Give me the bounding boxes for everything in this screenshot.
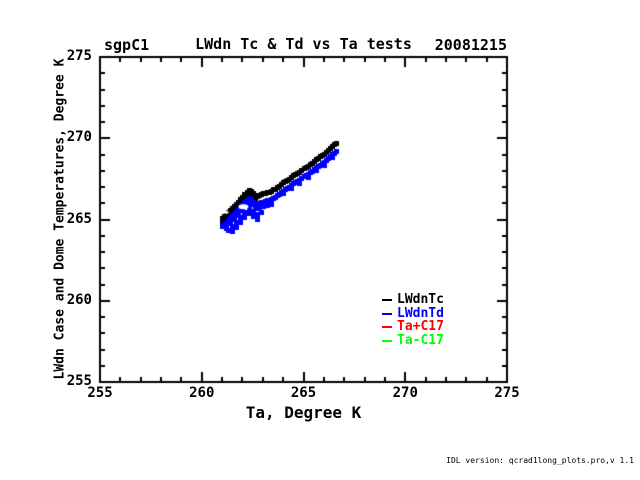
legend-label: LWdnTc	[397, 292, 444, 307]
x-tick-label: 260	[189, 385, 215, 401]
x-tick-label: 255	[87, 385, 113, 401]
footer-left: Wed Dec 17 08:17:46 2008 Battelle Pacifi…	[7, 446, 416, 480]
y-tick-label: 270	[66, 129, 92, 146]
idl-version-line: IDL version: qcrad1long_plots.pro,v 1.1	[446, 456, 634, 465]
legend-item: Ta+C17	[382, 319, 444, 334]
legend-line-sample	[382, 339, 392, 342]
legend-item: LWdnTc	[382, 292, 444, 307]
legend-label: LWdnTd	[397, 305, 444, 321]
legend-item: LWdnTd	[382, 305, 444, 321]
y-tick-label: 265	[66, 210, 92, 227]
legend-line-sample	[382, 326, 392, 328]
footer-right: IDL version: qcrad1long_plots.pro,v 1.1 …	[384, 442, 634, 480]
y-tick-label: 275	[66, 48, 92, 64]
legend-label: Ta-C17	[397, 332, 444, 348]
legend-label: Ta+C17	[397, 319, 444, 334]
legend-line-sample	[382, 299, 392, 301]
legend-item: Ta-C17	[382, 332, 444, 348]
x-axis-title: Ta, Degree K	[245, 403, 362, 422]
x-tick-label: 275	[494, 385, 520, 401]
site-label: sgpC1	[104, 36, 150, 54]
plot-date: 20081215	[434, 36, 507, 54]
y-tick-label: 255	[66, 373, 92, 389]
x-tick-label: 270	[392, 385, 418, 401]
legend-line-sample	[382, 312, 392, 315]
plot-title: LWdn Tc & Td vs Ta tests	[195, 35, 412, 53]
x-tick-label: 265	[290, 385, 317, 401]
y-tick-label: 260	[66, 291, 92, 308]
